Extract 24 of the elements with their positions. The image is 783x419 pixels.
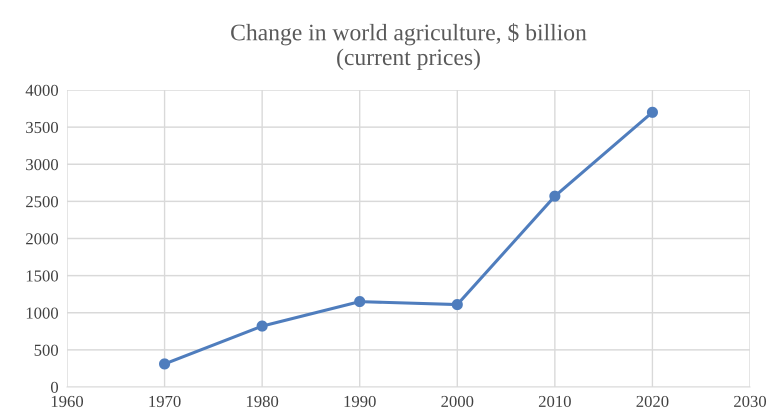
x-tick-label: 2010: [538, 396, 571, 408]
y-tick-label: 4000: [26, 84, 58, 96]
x-tick-label: 2030: [734, 396, 766, 408]
x-tick-label: 2020: [636, 396, 668, 408]
point: [256, 320, 268, 332]
y-tick-label: 2500: [26, 196, 58, 208]
x-tick-label: 1960: [52, 396, 84, 408]
x-tick-label: 1980: [246, 396, 278, 408]
y-tick-label: 1000: [26, 307, 58, 319]
point: [159, 358, 170, 370]
y-tick-label: 3000: [26, 158, 58, 170]
x-tick-label: 2000: [441, 396, 474, 408]
y-tick-label: 0: [50, 382, 58, 393]
y-tick-label: 1500: [26, 270, 58, 282]
x-tick-label: 1970: [149, 396, 181, 408]
y-tick-label: 3500: [26, 122, 58, 134]
x-tick-label: 1990: [344, 396, 376, 408]
point: [354, 296, 366, 308]
point: [549, 190, 560, 202]
point: [452, 299, 463, 310]
chart-title: Change in world agriculture, $ billion (current prices): [231, 23, 586, 70]
point: [646, 106, 658, 118]
y-tick-label: 500: [34, 344, 58, 356]
y-tick-label: 2000: [26, 233, 58, 244]
